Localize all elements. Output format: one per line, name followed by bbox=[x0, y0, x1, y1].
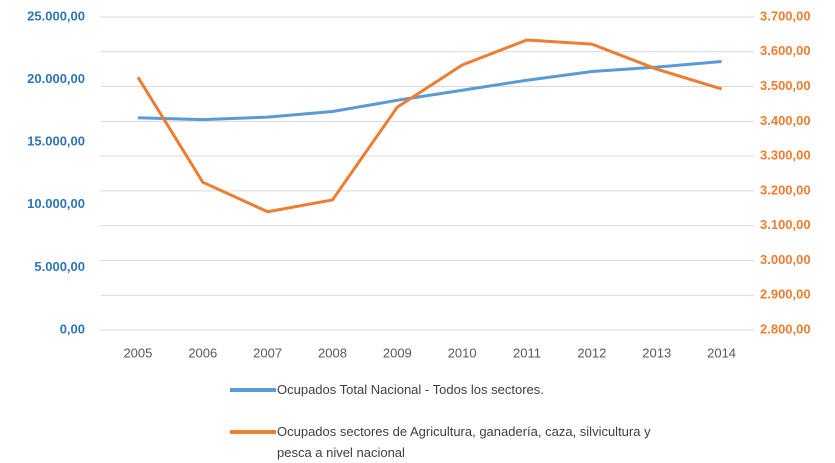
chart: 0,00 5.000,00 10.000,00 15.000,00 20.000,00 2… bbox=[27, 8, 811, 360]
y2-tick-label: 3.100,00 bbox=[760, 217, 811, 232]
series-line bbox=[137, 59, 722, 122]
y2-tick-label: 3.600,00 bbox=[760, 43, 811, 58]
series-line bbox=[136, 38, 723, 214]
x-tick-label: 2007 bbox=[253, 345, 282, 360]
y-tick-label: 5.000,00 bbox=[34, 259, 85, 274]
x-tick-label: 2011 bbox=[513, 345, 541, 360]
x-tick-label: 2006 bbox=[188, 345, 217, 360]
x-tick-label: 2013 bbox=[642, 345, 671, 360]
y-tick-label: 10.000,00 bbox=[27, 196, 85, 211]
x-tick-label: 2008 bbox=[318, 345, 347, 360]
legend-swatch bbox=[230, 388, 276, 392]
x-tick-label: 2009 bbox=[383, 345, 412, 360]
y-tick-label: 25.000,00 bbox=[27, 8, 85, 23]
legend-label: Ocupados Total Nacional - Todos los sect… bbox=[277, 382, 544, 397]
legend-swatch bbox=[230, 430, 276, 434]
y2-tick-label: 3.500,00 bbox=[760, 78, 811, 93]
y2-tick-label: 3.200,00 bbox=[760, 182, 811, 197]
y-tick-label: 20.000,00 bbox=[27, 71, 85, 86]
y2-tick-label: 3.400,00 bbox=[760, 113, 811, 128]
y-tick-label: 15.000,00 bbox=[27, 134, 85, 149]
y2-tick-label: 3.700,00 bbox=[760, 8, 811, 23]
y2-tick-label: 3.300,00 bbox=[760, 148, 811, 163]
x-tick-label: 2014 bbox=[707, 345, 736, 360]
y2-tick-label: 2.800,00 bbox=[760, 321, 811, 336]
x-tick-label: 2005 bbox=[123, 345, 152, 360]
y2-tick-label: 3.000,00 bbox=[760, 252, 811, 267]
x-tick-label: 2012 bbox=[577, 345, 606, 360]
y2-tick-label: 2.900,00 bbox=[760, 287, 811, 302]
legend-label: Ocupados sectores de Agricultura, ganade… bbox=[277, 424, 651, 460]
x-tick-label: 2010 bbox=[448, 345, 477, 360]
y-tick-label: 0,00 bbox=[60, 321, 85, 336]
